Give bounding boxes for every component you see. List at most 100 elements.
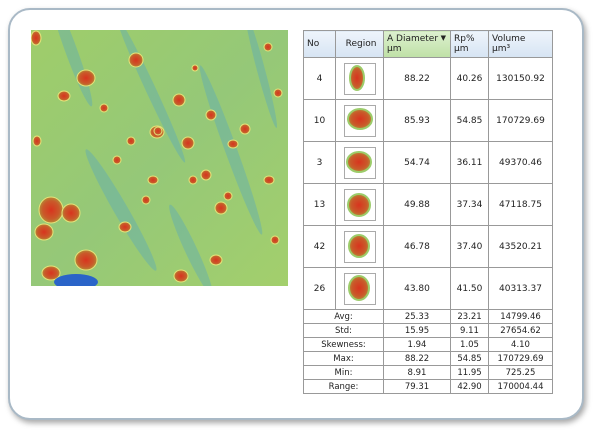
particle <box>57 90 71 102</box>
particle <box>32 135 42 147</box>
cell-value: 37.40 <box>450 225 489 268</box>
cell-region <box>335 57 384 100</box>
thumb-particle <box>346 107 373 130</box>
column-header: Region <box>335 30 384 58</box>
particle <box>227 139 239 149</box>
cell-no: 42 <box>303 225 336 268</box>
column-label: A Diameter <box>387 34 439 44</box>
stat-value: 79.31 <box>383 379 451 394</box>
column-label: Volume <box>492 34 526 44</box>
stat-value: 170004.44 <box>488 379 553 394</box>
table-row: 26 43.80 41.50 40313.37 <box>303 267 553 310</box>
column-unit: µm³ <box>492 44 511 54</box>
cell-value: 54.85 <box>450 99 489 142</box>
cell-region <box>335 99 384 142</box>
cell-value: 43.80 <box>383 267 451 310</box>
cell-value: 40.26 <box>450 57 489 100</box>
streak <box>169 204 213 286</box>
stat-label: Range: <box>303 379 384 394</box>
stat-value: 725.25 <box>488 365 553 380</box>
cell-value: 41.50 <box>450 267 489 310</box>
stat-value: 88.22 <box>383 351 451 366</box>
column-header: No <box>303 30 336 58</box>
table-row: 13 49.88 37.34 47118.75 <box>303 183 553 226</box>
cell-value: 54.74 <box>383 141 451 184</box>
column-label: No <box>307 39 320 49</box>
particle <box>41 265 61 281</box>
cell-value: 49.88 <box>383 183 451 226</box>
column-header: Rp% µm <box>450 30 489 58</box>
cell-value: 47118.75 <box>488 183 553 226</box>
particle <box>223 191 233 201</box>
stat-value: 1.05 <box>450 337 489 352</box>
stat-row: Range: 79.31 42.90 170004.44 <box>303 379 553 394</box>
streak <box>244 30 278 128</box>
particle <box>34 223 54 241</box>
particle <box>112 155 122 165</box>
cell-value: 88.22 <box>383 57 451 100</box>
column-label: Region <box>345 39 377 49</box>
particle <box>147 175 159 185</box>
particle <box>172 93 186 107</box>
thumb-particle <box>347 233 370 258</box>
particle <box>99 103 109 113</box>
table-row: 10 85.93 54.85 170729.69 <box>303 99 553 142</box>
region-thumbnail <box>343 62 376 95</box>
cell-region <box>335 225 384 268</box>
cell-value: 85.93 <box>383 99 451 142</box>
stat-value: 25.33 <box>383 309 451 324</box>
streak <box>85 149 157 271</box>
stat-value: 14799.46 <box>488 309 553 324</box>
stat-value: 42.90 <box>450 379 489 394</box>
particle <box>118 221 132 233</box>
stat-value: 8.91 <box>383 365 451 380</box>
stat-value: 170729.69 <box>488 351 553 366</box>
height-map <box>31 30 288 286</box>
table-row: 4 88.22 40.26 130150.92 <box>303 57 553 100</box>
cell-no: 3 <box>303 141 336 184</box>
column-unit: µm <box>387 44 402 54</box>
stat-row: Std: 15.95 9.11 27654.62 <box>303 323 553 338</box>
cell-value: 36.11 <box>450 141 489 184</box>
table-row: 3 54.74 36.11 49370.46 <box>303 141 553 184</box>
stat-value: 1.94 <box>383 337 451 352</box>
particle <box>141 195 151 205</box>
particle <box>209 254 223 266</box>
cell-no: 10 <box>303 99 336 142</box>
particle <box>126 136 136 146</box>
particle <box>173 269 189 283</box>
sort-arrow: ▼ <box>440 34 446 42</box>
particle <box>239 123 251 135</box>
cell-value: 170729.69 <box>488 99 553 142</box>
region-thumbnail <box>343 104 376 137</box>
cell-region <box>335 141 384 184</box>
stat-row: Skewness: 1.94 1.05 4.10 <box>303 337 553 352</box>
cell-no: 4 <box>303 57 336 100</box>
cell-value: 49370.46 <box>488 141 553 184</box>
particle <box>205 109 217 121</box>
particle <box>153 126 163 136</box>
particle <box>214 201 228 215</box>
column-label: Rp% <box>454 34 475 44</box>
cell-value: 130150.92 <box>488 57 553 100</box>
stat-value: 27654.62 <box>488 323 553 338</box>
particle <box>273 88 283 98</box>
particle-table: No Region A Diameter ▼ µm Rp% µm Volume µm³ 4 88.… <box>303 30 553 394</box>
stat-label: Std: <box>303 323 384 338</box>
cell-no: 26 <box>303 267 336 310</box>
particle <box>76 69 96 87</box>
particle <box>263 175 275 185</box>
stat-label: Min: <box>303 365 384 380</box>
particle <box>191 64 199 72</box>
particle <box>128 52 144 68</box>
stat-label: Max: <box>303 351 384 366</box>
stat-label: Skewness: <box>303 337 384 352</box>
stat-row: Min: 8.91 11.95 725.25 <box>303 365 553 380</box>
cell-region <box>335 267 384 310</box>
particle <box>181 136 195 150</box>
cell-value: 46.78 <box>383 225 451 268</box>
thumb-particle <box>348 64 365 91</box>
region-thumbnail <box>343 188 376 221</box>
streak <box>199 65 263 235</box>
particle <box>31 30 42 46</box>
